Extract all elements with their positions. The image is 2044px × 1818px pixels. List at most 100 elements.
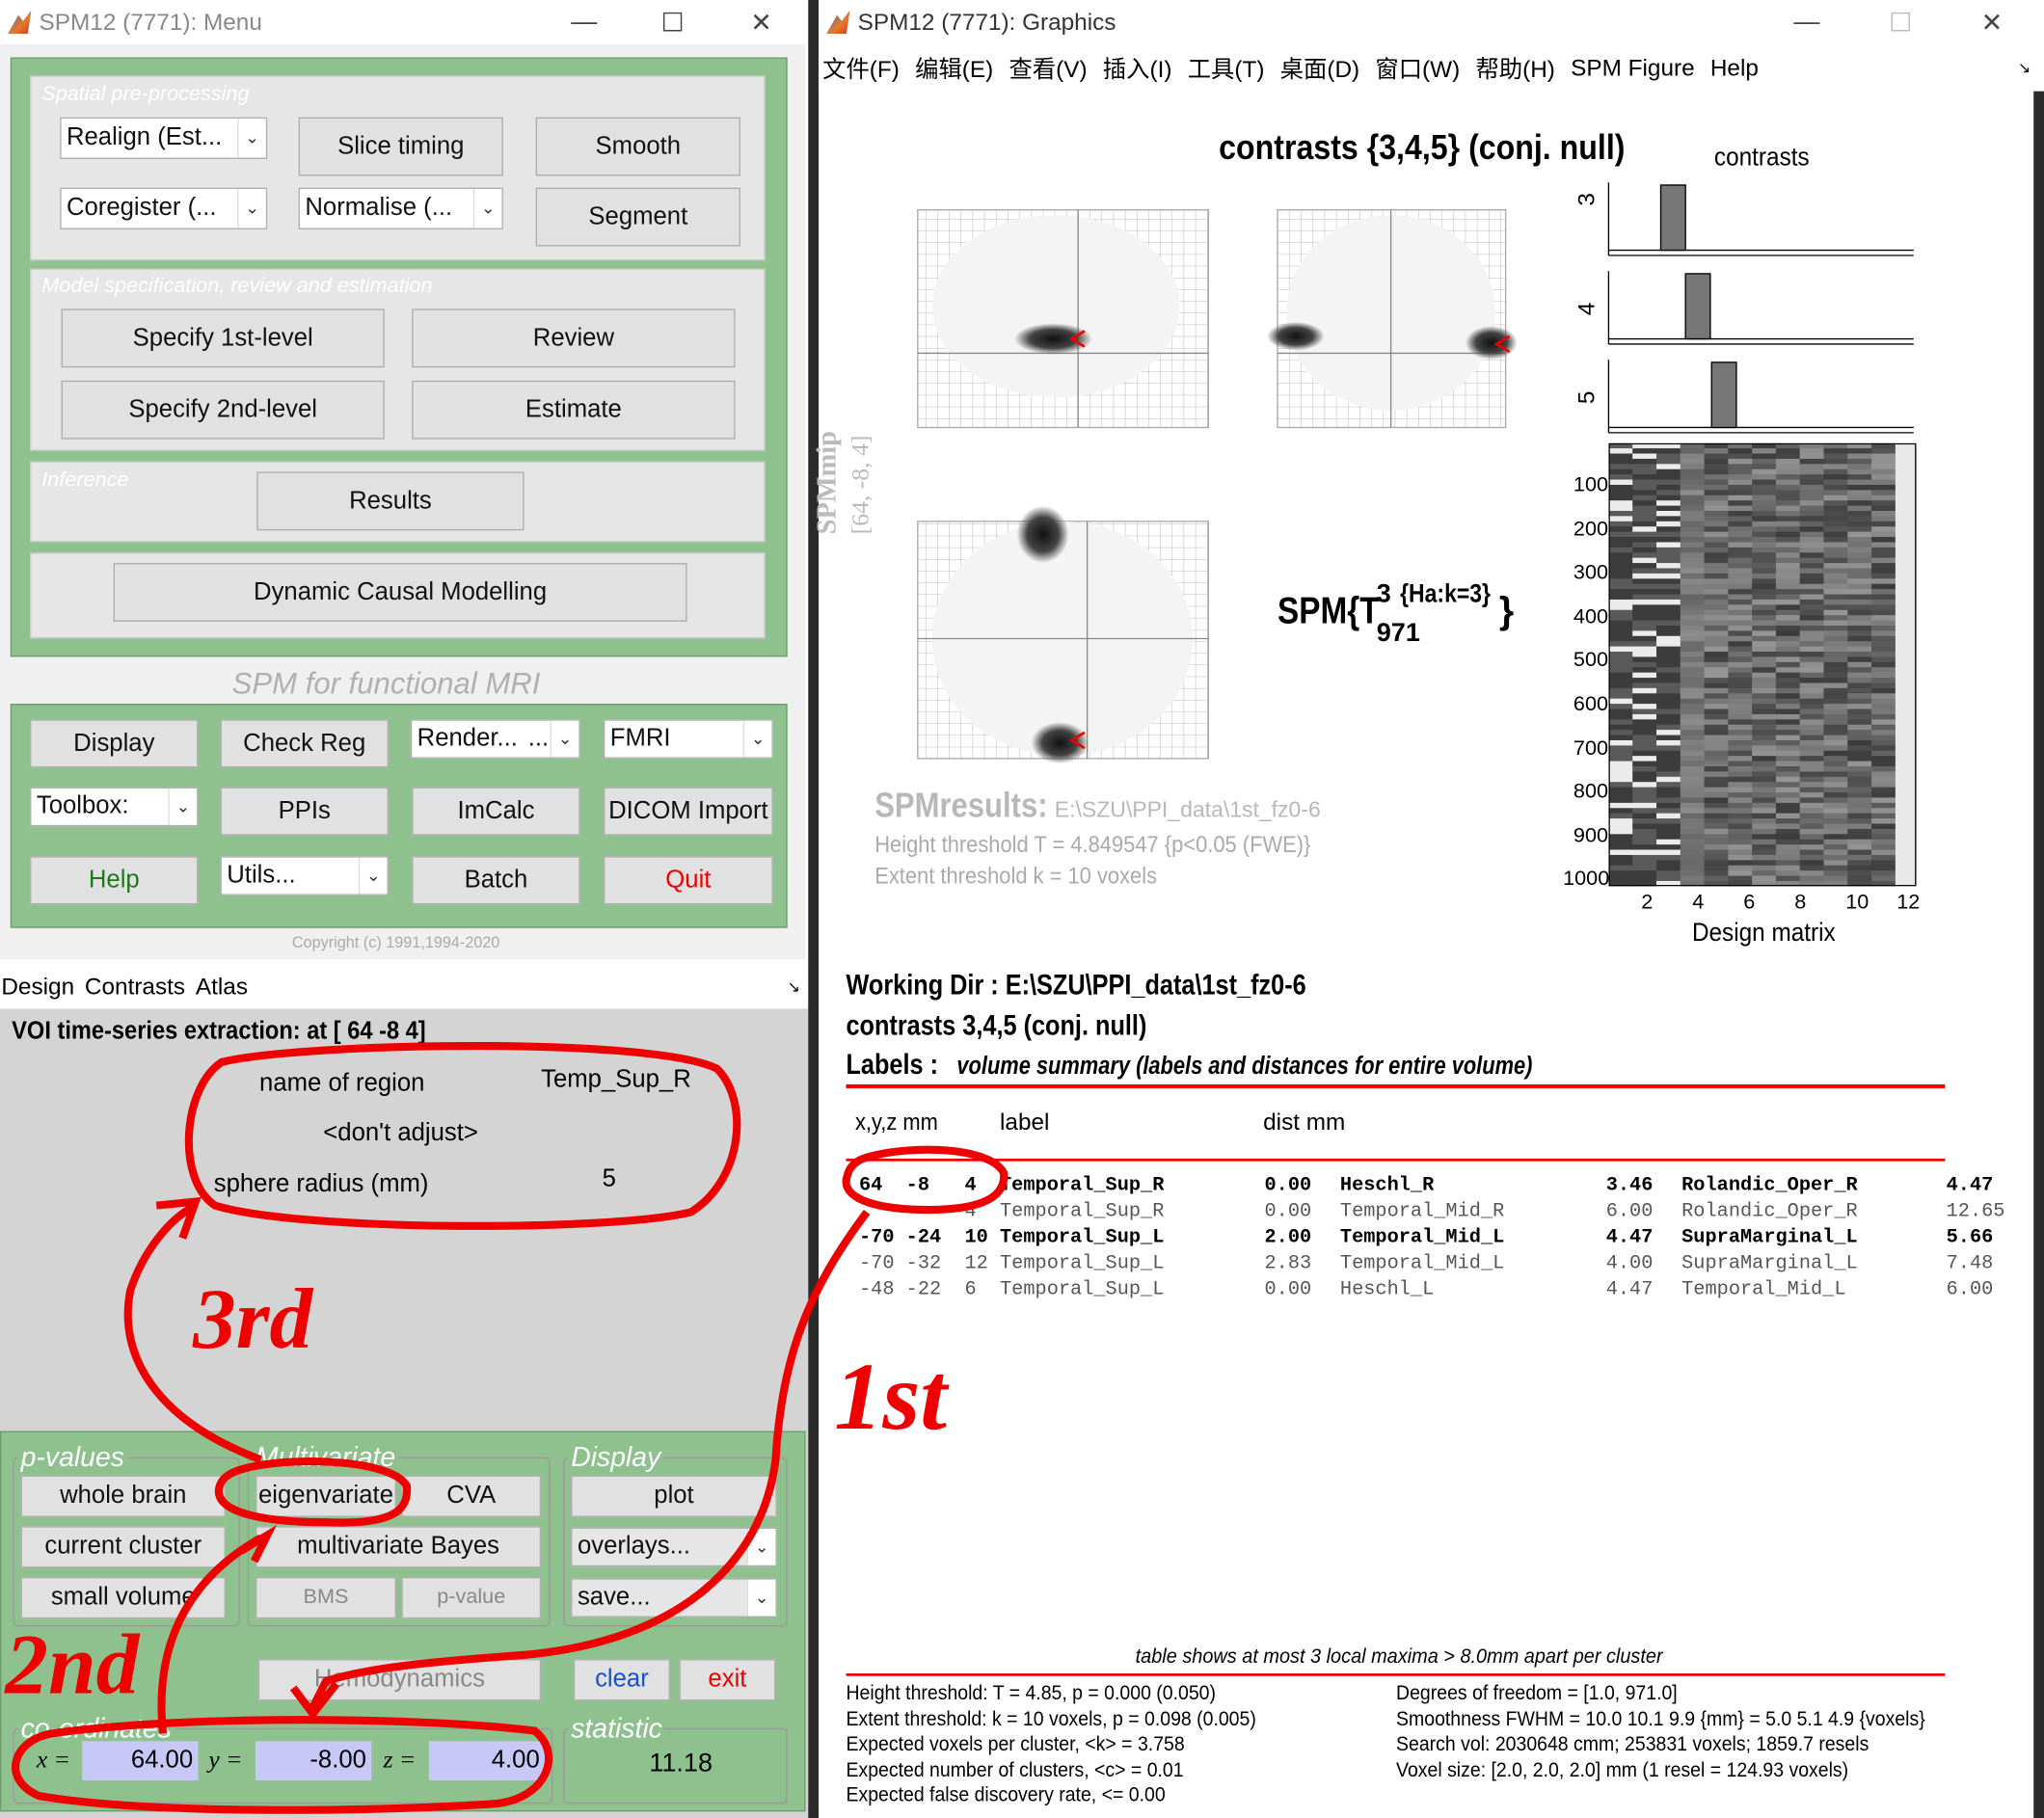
help-button[interactable]: Help (30, 856, 199, 905)
design-matrix-cell (1871, 735, 1896, 741)
design-matrix-cell (1728, 756, 1753, 762)
design-matrix-cell (1823, 484, 1848, 492)
design-matrix-cell (1871, 521, 1896, 527)
review-button[interactable]: Review (412, 308, 736, 368)
menu-help-cn[interactable]: 帮助(H) (1475, 56, 1555, 83)
x-coordinate-input[interactable]: 64.00 (82, 1741, 199, 1780)
design-matrix-cell (1655, 756, 1681, 762)
dicom-import-button[interactable]: DICOM Import (603, 787, 773, 836)
sphere-radius-value[interactable]: 5 (602, 1164, 616, 1193)
specify-2nd-level-button[interactable]: Specify 2nd-level (61, 380, 385, 440)
design-matrix-cell (1632, 849, 1657, 856)
contrast-5 (1607, 360, 1914, 434)
design-matrix-cell (1799, 776, 1825, 783)
save-popup[interactable]: save... ⌄ (571, 1578, 777, 1617)
design-matrix-cell (1823, 521, 1848, 527)
design-matrix-cell (1823, 604, 1848, 611)
menu-view[interactable]: 查看(V) (1009, 56, 1088, 83)
design-matrix-cell (1871, 823, 1896, 830)
menu-window[interactable]: 窗口(W) (1375, 56, 1461, 83)
design-matrix-cell (1847, 568, 1872, 575)
specify-1st-level-button[interactable]: Specify 1st-level (61, 308, 385, 368)
menu-design[interactable]: Design (1, 973, 75, 1000)
bms-button[interactable]: BMS (256, 1576, 397, 1619)
menu-atlas[interactable]: Atlas (195, 973, 249, 1000)
results-button[interactable]: Results (256, 471, 524, 531)
minimize-icon[interactable]: — (571, 7, 598, 37)
design-matrix-cell (1728, 672, 1753, 679)
col-xyz: x,y,z mm (854, 1109, 938, 1136)
menu-help[interactable]: Help (1709, 54, 1759, 81)
check-reg-button[interactable]: Check Reg (220, 719, 389, 768)
multivariate-bayes-button[interactable]: multivariate Bayes (256, 1526, 542, 1568)
design-matrix-cell (1799, 761, 1825, 767)
header-rule (846, 1158, 1946, 1162)
table-cell: Temporal_Sup_L (1000, 1278, 1165, 1301)
menu-insert[interactable]: 插入(I) (1102, 56, 1172, 83)
maximize-icon[interactable]: ☐ (660, 8, 685, 38)
current-cluster-button[interactable]: current cluster (20, 1526, 226, 1568)
design-matrix-cell (1823, 442, 1848, 449)
smooth-button[interactable]: Smooth (535, 117, 740, 176)
menu-file[interactable]: 文件(F) (822, 56, 900, 83)
design-matrix-cell (1680, 511, 1706, 518)
utils-popup[interactable]: Utils... ⌄ (220, 856, 389, 896)
design-matrix-cell (1680, 880, 1706, 887)
ppis-button[interactable]: PPIs (220, 787, 389, 836)
design-matrix-cell (1655, 761, 1681, 767)
design-matrix-cell (1728, 719, 1753, 726)
menu-edit[interactable]: 编辑(E) (915, 56, 994, 83)
design-matrix-cell (1655, 615, 1681, 622)
design-matrix-cell (1680, 860, 1706, 867)
design-matrix-cell (1680, 787, 1706, 793)
toolbox-popup[interactable]: Toolbox: ⌄ (30, 787, 199, 827)
design-matrix-cell (1752, 583, 1777, 590)
design-matrix-cell (1728, 771, 1753, 778)
estimate-button[interactable]: Estimate (412, 380, 736, 440)
menu-contrasts[interactable]: Contrasts (84, 973, 186, 1000)
design-matrix-cell (1680, 453, 1706, 460)
cva-button[interactable]: CVA (401, 1475, 542, 1517)
design-matrix-cell (1799, 823, 1825, 830)
slice-timing-button[interactable]: Slice timing (298, 117, 503, 176)
design-matrix-cell (1704, 615, 1730, 622)
design-matrix-cell (1799, 698, 1825, 705)
p-value-button[interactable]: p-value (401, 1576, 542, 1619)
segment-button[interactable]: Segment (535, 187, 740, 247)
dock-arrow-icon[interactable]: ↘ (2017, 58, 2031, 77)
normalise-popup[interactable]: Normalise (... ⌄ (298, 187, 503, 229)
imcalc-button[interactable]: ImCalc (412, 787, 580, 836)
design-matrix-cell (1847, 609, 1872, 616)
coregister-popup[interactable]: Coregister (... ⌄ (60, 187, 268, 229)
clear-button[interactable]: clear (573, 1659, 670, 1701)
dock-arrow-icon[interactable]: ↘ (787, 977, 801, 996)
z-coordinate-input[interactable]: 4.00 (428, 1741, 546, 1780)
batch-button[interactable]: Batch (412, 856, 580, 905)
design-matrix-cell (1632, 490, 1657, 496)
realign-popup[interactable]: Realign (Est... ⌄ (60, 117, 268, 159)
menu-spm-figure[interactable]: SPM Figure (1571, 54, 1695, 81)
exit-button[interactable]: exit (679, 1659, 776, 1701)
modality-popup[interactable]: FMRI ⌄ (603, 719, 773, 759)
whole-brain-button[interactable]: whole brain (20, 1475, 226, 1517)
name-of-region-value[interactable]: Temp_Sup_R (541, 1065, 691, 1094)
close-icon[interactable]: ✕ (1980, 8, 2004, 38)
minimize-icon[interactable]: — (1793, 7, 1820, 37)
adjust-option[interactable]: <don't adjust> (323, 1119, 478, 1147)
close-icon[interactable]: ✕ (750, 8, 772, 38)
design-matrix-cell (1680, 537, 1706, 544)
render-popup[interactable]: Render...... ⌄ (410, 719, 580, 759)
menu-tools[interactable]: 工具(T) (1187, 56, 1265, 83)
footer-stat-left: Height threshold: T = 4.85, p = 0.000 (0… (846, 1682, 1217, 1705)
dcm-button[interactable]: Dynamic Causal Modelling (113, 563, 687, 622)
quit-button[interactable]: Quit (603, 856, 773, 905)
plot-button[interactable]: plot (571, 1475, 777, 1517)
design-matrix-cell (1655, 704, 1681, 710)
display-button[interactable]: Display (30, 719, 199, 768)
menu-desktop[interactable]: 桌面(D) (1279, 56, 1360, 83)
y-coordinate-input[interactable]: -8.00 (256, 1741, 372, 1780)
design-matrix-cell (1775, 479, 1801, 486)
maximize-icon[interactable]: ☐ (1889, 8, 1913, 38)
eigenvariate-button[interactable]: eigenvariate (256, 1475, 397, 1517)
design-matrix-cell (1632, 474, 1657, 481)
